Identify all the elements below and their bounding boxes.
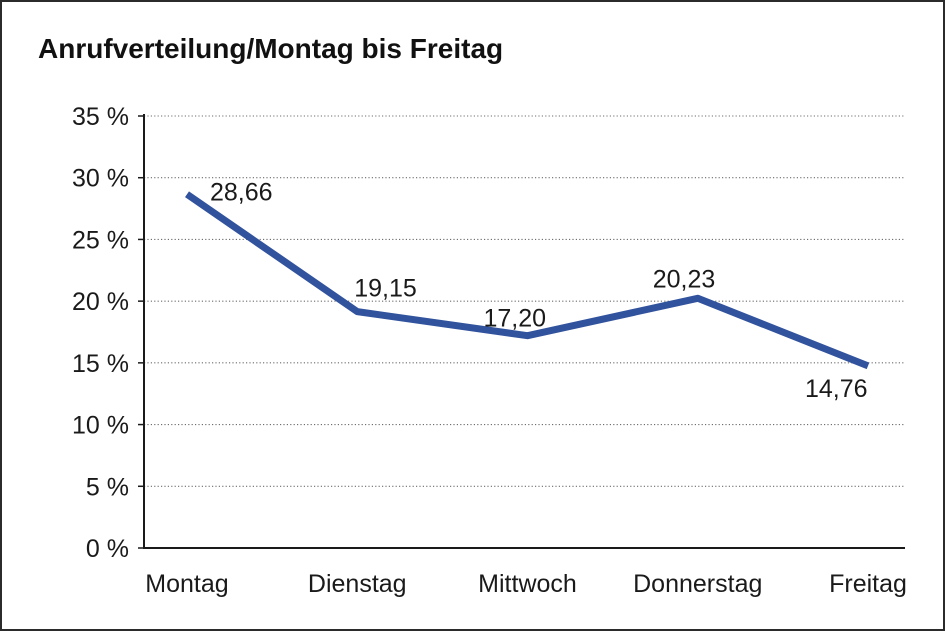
y-tick-label: 30 % (72, 165, 129, 193)
y-tick-label: 25 % (72, 226, 129, 254)
data-point-label: 14,76 (805, 375, 868, 403)
x-category-label: Donnerstag (633, 570, 762, 598)
data-line (185, 191, 870, 370)
chart-title: Anrufverteilung/Montag bis Freitag (38, 33, 504, 64)
data-point-label: 28,66 (210, 178, 273, 206)
y-tick-label: 10 % (72, 412, 129, 440)
data-point-label: 20,23 (653, 265, 716, 293)
y-tick-label: 20 % (72, 288, 129, 316)
y-tick-label: 0 % (86, 535, 129, 563)
y-tick-label: 5 % (86, 473, 129, 501)
x-category-label: Freitag (829, 570, 907, 598)
y-tick-label: 35 % (72, 103, 129, 131)
x-category-label: Montag (145, 570, 228, 598)
x-category-label: Dienstag (308, 570, 407, 598)
data-point-label: 19,15 (354, 275, 417, 303)
data-point-label: 17,20 (484, 305, 547, 333)
y-tick-label: 15 % (72, 350, 129, 378)
x-category-label: Mittwoch (478, 570, 577, 598)
